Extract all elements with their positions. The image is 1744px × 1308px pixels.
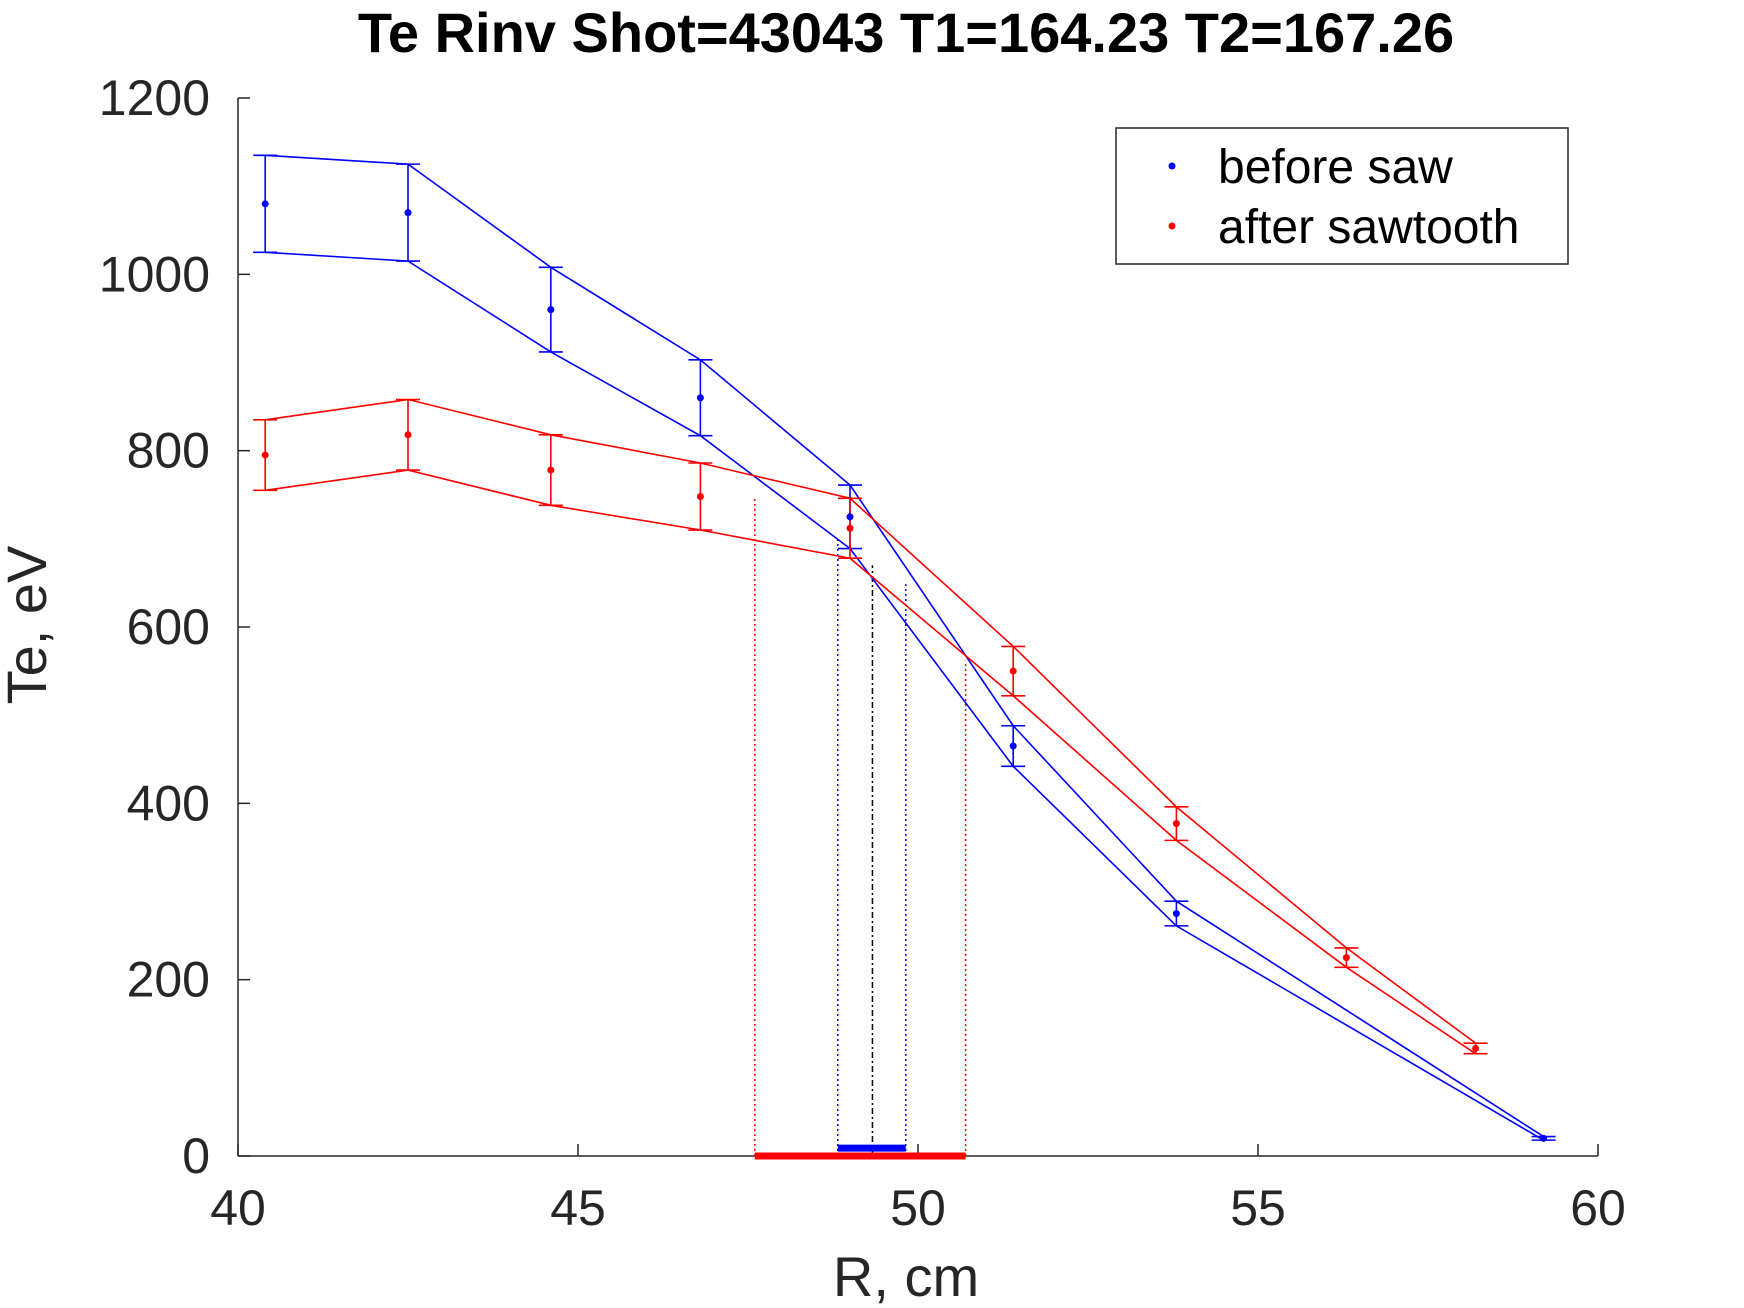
legend-label-before: before saw xyxy=(1218,141,1453,194)
x-tick-label: 55 xyxy=(1230,1180,1286,1236)
y-tick-label: 1200 xyxy=(99,70,210,126)
chart-title: Te Rinv Shot=43043 T1=164.23 T2=167.26 xyxy=(358,1,1454,64)
legend-box xyxy=(1115,127,1569,265)
data-point xyxy=(846,513,854,521)
data-point xyxy=(1009,742,1017,750)
legend-marker-after xyxy=(1168,222,1176,230)
y-tick-label: 400 xyxy=(127,775,210,831)
y-tick-label: 800 xyxy=(127,423,210,479)
inversion-radius-guides xyxy=(754,496,967,1160)
x-tick-label: 50 xyxy=(890,1180,946,1236)
data-point xyxy=(1342,954,1350,962)
data-points xyxy=(261,200,1548,1142)
data-point xyxy=(547,466,555,474)
legend-marker-before xyxy=(1168,162,1176,170)
series-0-lower-line xyxy=(265,251,1545,1141)
data-point xyxy=(261,451,269,459)
data-point xyxy=(404,209,412,217)
y-tick-label: 600 xyxy=(127,599,210,655)
data-point xyxy=(1172,910,1180,918)
y-tick-label: 200 xyxy=(127,952,210,1008)
data-point xyxy=(696,493,704,501)
legend: before saw after sawtooth xyxy=(1115,127,1569,265)
data-point xyxy=(1472,1044,1480,1052)
y-tick-label: 0 xyxy=(182,1128,210,1184)
x-tick-label: 45 xyxy=(550,1180,606,1236)
data-point xyxy=(261,200,269,208)
data-point xyxy=(547,306,555,314)
x-axis-label: R, cm xyxy=(833,1245,979,1308)
y-axis-label: Te, eV xyxy=(0,545,58,704)
x-tick-label: 40 xyxy=(210,1180,266,1236)
y-tick-label: 1000 xyxy=(99,246,210,302)
data-point xyxy=(1172,820,1180,828)
legend-label-after: after sawtooth xyxy=(1218,201,1520,254)
data-point xyxy=(846,524,854,532)
data-point xyxy=(696,394,704,402)
series-0-upper-line xyxy=(265,154,1545,1138)
x-tick-label: 60 xyxy=(1570,1180,1626,1236)
data-point xyxy=(404,431,412,439)
data-point xyxy=(1009,667,1017,675)
data-point xyxy=(1540,1134,1548,1142)
